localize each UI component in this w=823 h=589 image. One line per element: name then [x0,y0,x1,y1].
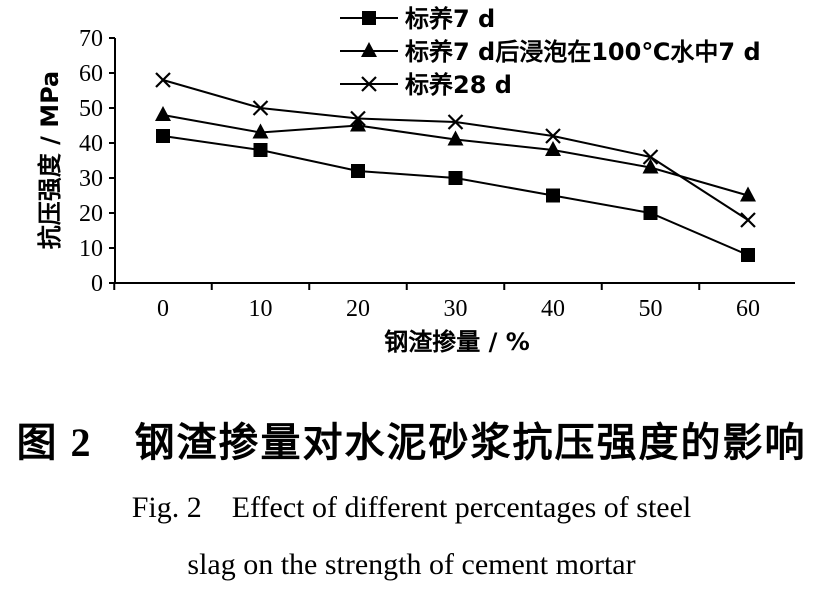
x-tick-label: 20 [346,296,370,322]
data-point-square [741,248,755,262]
figure-caption-english-line2: slag on the strength of cement mortar [187,548,636,581]
figure-caption-english-line1: Fig. 2 Effect of different percentages o… [131,491,692,524]
data-point-triangle [740,186,756,202]
x-tick-label: 30 [444,296,468,322]
data-point-triangle [361,42,377,57]
x-tick-label: 10 [249,296,273,322]
y-tick-labels: 0 10 20 30 40 50 60 70 [79,26,103,297]
legend-label: 标养7 d [405,5,495,33]
data-point-cross [545,128,561,144]
y-axis-label: 抗压强度 / MPa [36,71,64,250]
y-tick-label: 20 [79,201,103,227]
y-tick-label: 40 [79,131,103,157]
data-point-triangle [642,158,659,174]
data-point-triangle [545,141,561,156]
data-point-cross [361,76,377,92]
chart-legend: 标养7 d 标养7 d后浸泡在100℃水中7 d 标养28 d [340,5,761,99]
data-point-square [546,188,560,203]
y-tick-label: 10 [79,236,103,262]
chart-axes [109,37,795,290]
data-point-square [253,143,268,157]
x-axis-label: 钢渣掺量 / % [384,328,530,356]
data-point-cross [155,72,171,88]
figure-caption-chinese: 图 2 钢渣掺量对水泥砂浆抗压强度的影响 [16,420,807,465]
series-line [162,135,749,256]
series-line [162,79,749,221]
data-point-cross [252,100,269,116]
y-tick-label: 60 [79,61,103,87]
data-point-square [156,129,170,143]
x-tick-labels: 0 10 20 30 40 50 60 [157,296,760,322]
data-point-triangle [447,130,464,146]
data-point-triangle [350,116,366,132]
data-point-cross [350,110,366,127]
y-tick-label: 0 [91,271,103,297]
x-tick-label: 50 [639,296,663,322]
data-point-square [362,11,376,25]
line-chart: 0 10 20 30 40 50 60 0 10 20 30 40 50 60 70 钢渣掺量 / % 抗… [36,5,795,356]
legend-label: 标养28 d [405,71,512,99]
data-point-cross [642,149,659,165]
y-tick-label: 50 [79,96,103,122]
data-point-cross [447,114,464,130]
data-point-cross [740,212,756,228]
x-tick-label: 40 [541,296,565,322]
x-tick-label: 0 [157,296,169,322]
y-tick-label: 70 [79,26,103,52]
data-point-square [351,164,365,178]
x-tick-label: 60 [736,296,760,322]
data-series [155,72,756,262]
data-point-square [448,171,463,185]
data-point-triangle [155,106,171,121]
data-point-triangle [252,123,269,139]
y-tick-label: 30 [79,166,103,192]
legend-label: 标养7 d后浸泡在100℃水中7 d [405,38,761,66]
data-point-square [643,206,658,220]
